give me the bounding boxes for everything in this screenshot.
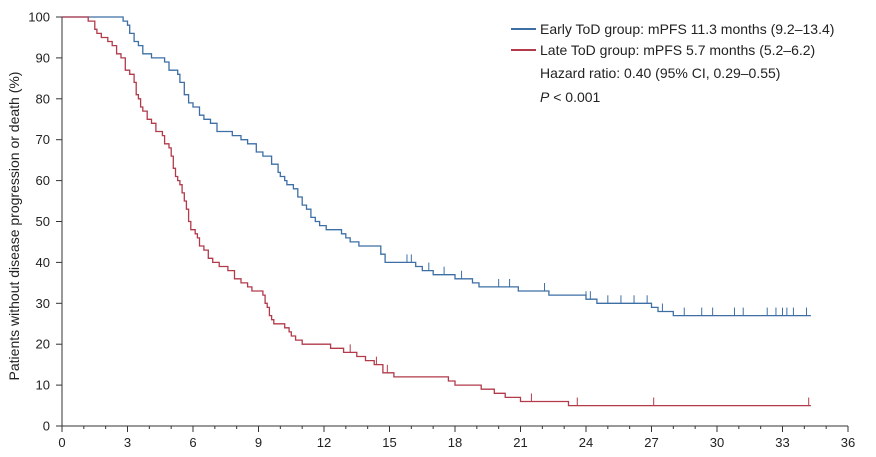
x-tick-label: 6 [189,435,196,450]
y-tick-label: 50 [36,214,50,229]
x-tick-label: 30 [710,435,724,450]
y-ticks: 0 10 20 30 40 50 60 70 80 90 100 [28,10,62,434]
x-tick-label: 24 [579,435,593,450]
x-tick-label: 33 [775,435,789,450]
p-value-symbol: P [540,89,550,105]
y-tick-label: 20 [36,337,50,352]
hazard-ratio-annotation: Hazard ratio: 0.40 (95% CI, 0.29–0.55) [540,65,780,81]
x-tick-label: 27 [644,435,658,450]
x-tick-label: 12 [317,435,331,450]
y-tick-label: 60 [36,173,50,188]
legend-label-early: Early ToD group: mPFS 11.3 months (9.2–1… [540,21,834,37]
y-tick-label: 0 [43,419,50,434]
x-tick-label: 0 [58,435,65,450]
x-tick-label: 15 [382,435,396,450]
y-axis-label: Patients without disease progression or … [6,72,22,381]
x-tick-label: 3 [124,435,131,450]
survival-curve-early [62,16,811,317]
survival-curve-late [62,16,811,407]
legend-label-late: Late ToD group: mPFS 5.7 months (5.2–6.2… [540,42,815,58]
y-tick-label: 100 [28,10,50,25]
legend: Early ToD group: mPFS 11.3 months (9.2–1… [511,21,834,105]
y-tick-label: 90 [36,50,50,65]
y-tick-label: 30 [36,296,50,311]
y-tick-label: 10 [36,378,50,393]
p-value-annotation: P < 0.001 [540,89,601,105]
x-tick-label: 9 [255,435,262,450]
x-ticks: 0 3 6 9 12 15 18 21 24 27 30 33 36 [58,426,855,450]
y-tick-label: 80 [36,91,50,106]
x-tick-label: 18 [448,435,462,450]
p-value-text: < 0.001 [549,89,600,105]
y-tick-label: 70 [36,132,50,147]
x-tick-label: 21 [513,435,527,450]
survival-curves [62,16,811,407]
y-tick-label: 40 [36,255,50,270]
x-tick-label: 36 [841,435,855,450]
